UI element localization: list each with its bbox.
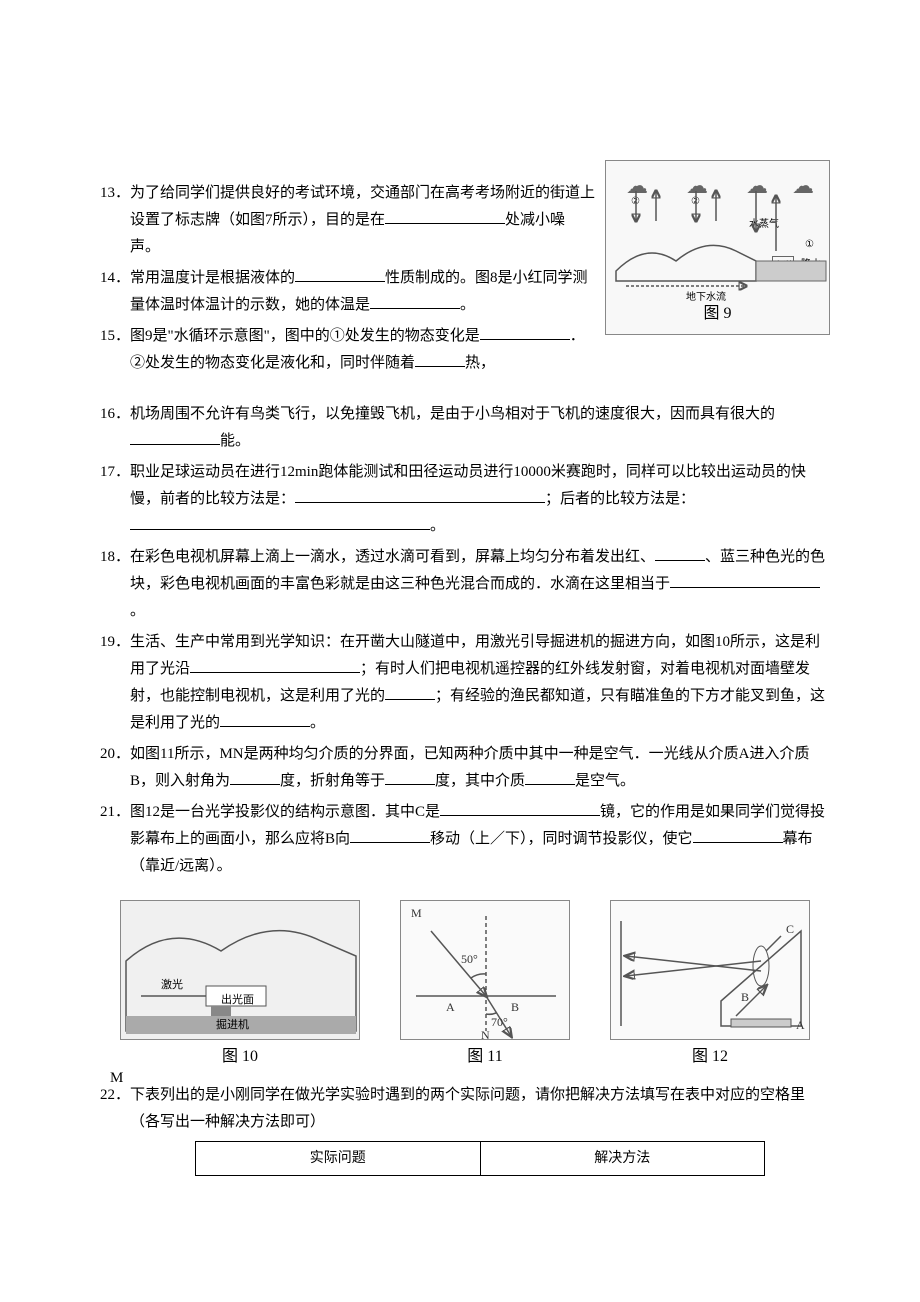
- q20-text-c: 度，其中介质: [435, 773, 525, 789]
- q22-th1: 实际问题: [196, 1141, 481, 1175]
- blank: [230, 770, 280, 785]
- blank: [655, 546, 705, 561]
- fig11-angle2: 70°: [491, 1015, 508, 1029]
- q21-text-c: 移动（上／下），同时调节投影仪，使它: [430, 831, 693, 847]
- fig11-B: B: [511, 1000, 519, 1014]
- blank: [480, 325, 570, 340]
- q16-number: 16．: [100, 401, 130, 428]
- question-17: 17． 职业足球运动员在进行12min跑体能测试和田径运动员进行10000米赛跑…: [100, 459, 830, 540]
- blank: [440, 801, 600, 816]
- blank: [670, 573, 820, 588]
- question-13: 13． 为了给同学们提供良好的考试环境，交通部门在高考考场附近的街道上设置了标志…: [100, 180, 830, 261]
- q19-number: 19．: [100, 629, 130, 656]
- fig12-caption: 图 12: [610, 1043, 810, 1072]
- fig11-A: A: [446, 1000, 455, 1014]
- blank: [370, 294, 460, 309]
- q22-number: 22．: [100, 1082, 130, 1109]
- q14-text-a: 常用温度计是根据液体的: [130, 270, 295, 286]
- fig10-label-light: 激光: [161, 976, 183, 996]
- blank: [385, 770, 435, 785]
- q20-text-d: 是空气。: [575, 773, 635, 789]
- question-16: 16． 机场周围不允许有鸟类飞行，以免撞毁飞机，是由于小鸟相对于飞机的速度很大，…: [100, 401, 830, 455]
- blank: [295, 267, 385, 282]
- blank: [130, 515, 430, 530]
- fig11-caption: 图 11: [400, 1043, 570, 1072]
- fig10-label-plane: 出光面: [221, 991, 254, 1011]
- fig11-N: N: [481, 1028, 490, 1041]
- blank: [385, 209, 505, 224]
- figure-10: 出光面 掘进机 激光: [120, 900, 360, 1040]
- q15-text-c: 热，: [465, 355, 495, 371]
- question-20: 20． 如图11所示，MN是两种均匀介质的分界面，已知两种介质中其中一种是空气．…: [100, 741, 830, 795]
- question-14: 14． 常用温度计是根据液体的性质制成的。图8是小红同学测量体温时体温计的示数，…: [100, 265, 830, 319]
- figure-row: 出光面 掘进机 激光 M 图 10 50° 70° M N A B: [100, 900, 830, 1072]
- blank: [295, 488, 545, 503]
- q18-number: 18．: [100, 544, 130, 571]
- blank: [525, 770, 575, 785]
- q21-text-a: 图12是一台光学投影仪的结构示意图．其中C是: [130, 804, 440, 820]
- q18-text-c: 。: [130, 603, 145, 619]
- q20-number: 20．: [100, 741, 130, 768]
- fig11-angle1: 50°: [461, 952, 478, 966]
- q14-text-c: 。: [460, 297, 475, 313]
- fig12-B: B: [741, 990, 749, 1004]
- q17-text-c: 。: [430, 518, 445, 534]
- q17-text-b: ；后者的比较方法是：: [545, 491, 695, 507]
- q20-text-b: 度，折射角等于: [280, 773, 385, 789]
- q15-text-a: 图9是"水循环示意图"，图中的①处发生的物态变化是: [130, 328, 480, 344]
- q21-number: 21．: [100, 799, 130, 826]
- q13-number: 13．: [100, 180, 130, 207]
- q18-text-a: 在彩色电视机屏幕上滴上一滴水，透过水滴可看到，屏幕上均匀分布着发出红、: [130, 549, 655, 565]
- question-21: 21． 图12是一台光学投影仪的结构示意图．其中C是镜，它的作用是如果同学们觉得…: [100, 799, 830, 880]
- q16-text-b: 能。: [220, 433, 250, 449]
- q22-text-a: 下表列出的是小刚同学在做光学实验时遇到的两个实际问题，请你把解决方法填写在表中对…: [130, 1087, 805, 1130]
- figure-12: A B C: [610, 900, 810, 1040]
- q22-th2: 解决方法: [480, 1141, 765, 1175]
- blank: [415, 352, 465, 367]
- blank: [130, 430, 220, 445]
- q14-number: 14．: [100, 265, 130, 292]
- question-22: 22． 下表列出的是小刚同学在做光学实验时遇到的两个实际问题，请你把解决方法填写…: [100, 1082, 830, 1176]
- q22-table: 实际问题 解决方法: [195, 1141, 765, 1176]
- q15-number: 15．: [100, 323, 130, 350]
- blank: [693, 828, 783, 843]
- fig12-C: C: [786, 922, 794, 936]
- blank: [220, 712, 310, 727]
- fig12-A: A: [796, 1018, 805, 1032]
- blank: [385, 685, 435, 700]
- question-19: 19． 生活、生产中常用到光学知识：在开凿大山隧道中，用激光引导掘进机的掘进方向…: [100, 629, 830, 737]
- q17-number: 17．: [100, 459, 130, 486]
- question-15: 15． 图9是"水循环示意图"，图中的①处发生的物态变化是．②处发生的物态变化是…: [100, 323, 830, 377]
- fig10-caption: 图 10: [120, 1043, 360, 1072]
- question-18: 18． 在彩色电视机屏幕上滴上一滴水，透过水滴可看到，屏幕上均匀分布着发出红、、…: [100, 544, 830, 625]
- fig10-label-machine: 掘进机: [216, 1016, 249, 1036]
- q19-text-d: 。: [310, 715, 325, 731]
- q16-text-a: 机场周围不允许有鸟类飞行，以免撞毁飞机，是由于小鸟相对于飞机的速度很大，因而具有…: [130, 406, 775, 422]
- fig11-M: M: [411, 906, 422, 920]
- blank: [190, 658, 360, 673]
- blank: [350, 828, 430, 843]
- figure-11: 50° 70° M N A B: [400, 900, 570, 1040]
